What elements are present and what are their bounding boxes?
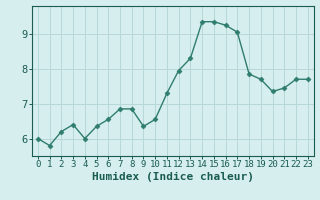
X-axis label: Humidex (Indice chaleur): Humidex (Indice chaleur)	[92, 172, 254, 182]
